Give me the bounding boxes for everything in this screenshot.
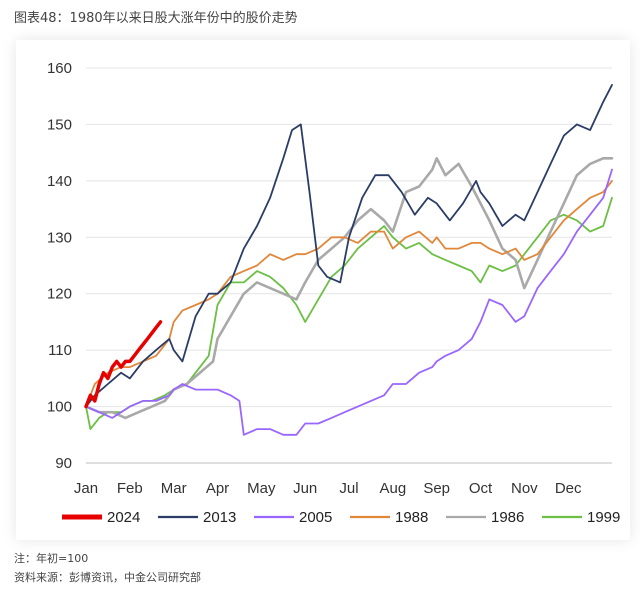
x-tick-label: Jan <box>74 480 98 497</box>
y-tick-label: 160 <box>47 60 72 77</box>
legend-label-2005: 2005 <box>299 509 332 526</box>
y-tick-label: 130 <box>47 229 72 246</box>
legend-label-2024: 2024 <box>107 509 140 526</box>
x-tick-label: Sep <box>423 480 450 497</box>
legend-label-1986: 1986 <box>491 509 524 526</box>
x-tick-label: May <box>247 480 276 497</box>
series-line-1988 <box>85 179 613 408</box>
series-line-1986 <box>84 157 614 420</box>
line-chart: 90 100 110 120 130 140 150 160 Jan Feb Mar Apr May Ju… <box>47 60 620 526</box>
y-tick-label: 100 <box>47 399 72 416</box>
x-tick-label: Aug <box>379 480 406 497</box>
figure-source: 资料来源：彭博资讯，中金公司研究部 <box>14 571 201 584</box>
x-tick-label: Feb <box>117 480 143 497</box>
figure-note: 注：年初=100 <box>14 552 89 565</box>
figure-title: 图表48：1980年以来日股大涨年份中的股价走势 <box>14 11 298 26</box>
y-tick-label: 90 <box>55 455 72 472</box>
series-line-2005 <box>85 168 613 436</box>
x-tick-label: Jul <box>339 480 358 497</box>
x-tick-label: Mar <box>161 480 187 497</box>
legend-label-2013: 2013 <box>203 509 236 526</box>
x-tick-label: Oct <box>469 480 493 497</box>
legend-label-1999: 1999 <box>587 509 620 526</box>
x-tick-label: Jun <box>293 480 317 497</box>
x-tick-label: Apr <box>206 480 229 497</box>
y-tick-label: 110 <box>48 342 72 359</box>
y-tick-label: 140 <box>47 173 72 190</box>
series-line-2013 <box>85 84 613 408</box>
x-tick-label: Nov <box>511 480 538 497</box>
series-line-1999 <box>85 196 613 431</box>
legend-label-1988: 1988 <box>395 509 428 526</box>
series-line-2024 <box>84 320 163 409</box>
chart-card: 90 100 110 120 130 140 150 160 Jan Feb Mar Apr May Ju… <box>16 40 630 540</box>
figure-notes: 注：年初=100 资料来源：彭博资讯，中金公司研究部 <box>14 549 201 587</box>
x-tick-label: Dec <box>555 480 582 497</box>
y-tick-label: 120 <box>47 286 72 303</box>
y-tick-label: 150 <box>47 116 72 133</box>
